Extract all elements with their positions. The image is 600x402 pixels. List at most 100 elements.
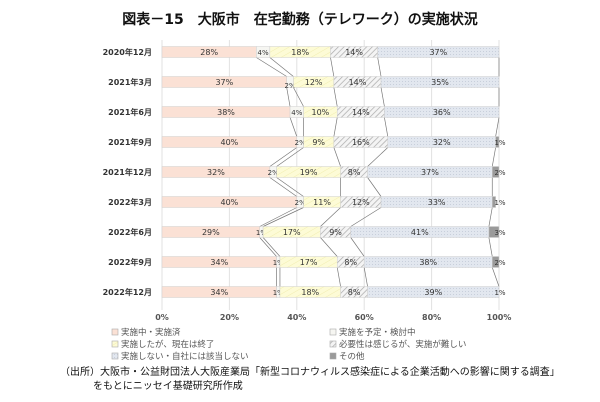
data-label: 17% [283,228,301,237]
series-line [377,57,382,77]
data-label: 18% [301,288,319,297]
data-label: 29% [202,228,220,237]
category-label: 2020年12月 [103,47,152,57]
data-label: 1% [494,199,505,207]
data-label: 32% [207,168,225,177]
series-line [350,237,365,257]
source-note: （出所）大阪市・公益財団法人大阪産業局「新型コロナウィルス感染症による企業活動へ… [60,367,560,378]
series-line [262,237,281,257]
series-line [276,147,304,167]
legend-label: 実施中・実施済 [121,327,181,338]
bar-segment [492,166,500,178]
data-label: 38% [217,108,235,117]
category-label: 2022年3月 [108,197,152,207]
series-line [336,267,341,287]
series-line [330,57,335,77]
chart-title: 図表－15 大阪市 在宅勤務（テレワーク）の実施状況 [122,12,478,28]
data-label: 35% [431,78,449,87]
data-label: 37% [421,168,439,177]
legend-swatch [111,352,119,360]
series-line [367,147,389,167]
data-label: 11% [313,198,331,207]
bar-segment [495,136,500,148]
series-line [491,267,500,287]
data-label: 40% [221,198,239,207]
legend-swatch [111,340,119,348]
data-label: 3% [494,229,505,237]
legend-label: 実施しない・自社には該当しない [121,351,249,362]
data-label: 37% [429,48,447,57]
data-label: 18% [291,48,309,57]
legend-swatch [329,352,337,360]
data-label: 4% [291,109,302,117]
series-line [350,207,382,227]
category-label: 2022年12月 [103,287,152,297]
data-label: 1% [494,289,505,297]
series-line [384,117,389,137]
x-tick-label: 60% [355,313,374,322]
data-label: 19% [300,168,318,177]
x-tick-label: 100% [487,313,512,322]
data-label: 2% [494,259,505,267]
category-label: 2021年9月 [108,137,152,147]
series-line [333,117,338,137]
bar-segment [380,76,500,88]
x-tick-label: 0% [155,313,169,322]
bar-segment [488,226,500,238]
legend-label: 実施を予定・検討中 [339,327,416,338]
series-line [286,87,291,107]
data-label: 17% [300,258,318,267]
series-line [488,207,493,227]
data-label: 2% [295,139,306,147]
x-tick-label: 20% [220,313,239,322]
data-label: 9% [329,228,342,237]
series-line [495,117,500,137]
category-label: 2021年3月 [108,77,152,87]
data-label: 10% [311,108,329,117]
series-line [367,177,382,197]
series-line [491,147,496,167]
series-line [293,87,304,107]
legend-swatch [111,328,119,336]
category-label: 2022年6月 [108,227,152,237]
category-label: 2022年9月 [108,257,152,267]
data-label: 14% [349,78,367,87]
series-line [488,237,493,257]
category-label: 2021年6月 [108,107,152,117]
data-label: 2% [295,199,306,207]
series-line [289,117,298,137]
data-label: 39% [424,288,442,297]
series-line [259,207,297,227]
data-label: 38% [419,258,437,267]
source-note-line2: をもとにニッセイ基礎研究所作成 [93,381,243,392]
data-label: 1% [494,139,505,147]
data-label: 34% [210,288,228,297]
data-label: 16% [352,138,370,147]
legend-label: 実施したが、現在は終了 [121,339,214,350]
data-label: 2% [285,82,296,90]
x-tick-label: 80% [422,313,441,322]
data-label: 8% [348,168,361,177]
data-label: 4% [258,49,269,57]
data-label: 2% [494,169,505,177]
series-line [363,267,368,287]
data-label: 8% [344,258,357,267]
data-label: 33% [428,198,446,207]
data-label: 36% [433,108,451,117]
data-label: 32% [433,138,451,147]
data-label: 2% [268,169,279,177]
legend-swatch [329,340,337,348]
data-label: 8% [348,288,361,297]
series-line [269,57,294,77]
series-line [262,207,304,227]
data-label: 37% [215,78,233,87]
data-label: 9% [312,138,325,147]
bar-segment [492,196,496,208]
data-label: 12% [352,198,370,207]
series-line [333,147,341,167]
legend-label: 必要性は感じるが、実施が難しい [339,339,466,350]
data-label: 28% [200,48,218,57]
data-label: 40% [221,138,239,147]
x-tick-label: 40% [287,313,306,322]
series-line [276,177,304,197]
